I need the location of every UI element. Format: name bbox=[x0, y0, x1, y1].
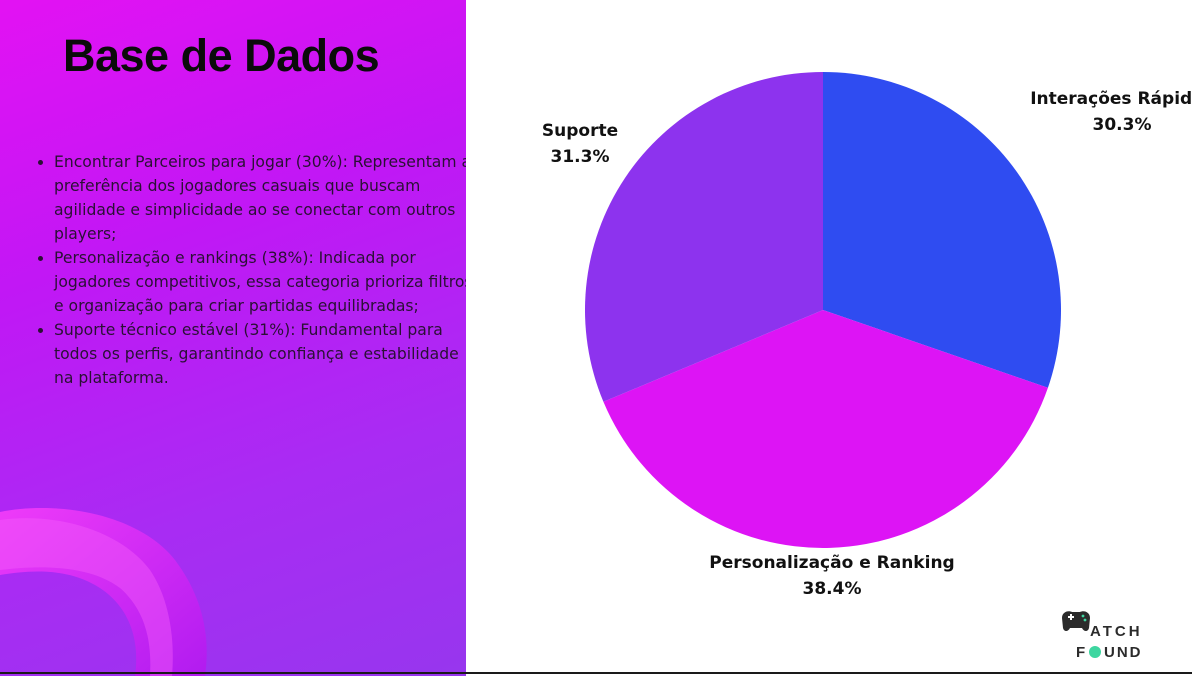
bullet-item-personalization: Personalização e rankings (38%): Indicad… bbox=[54, 246, 466, 318]
slice-label-0: Interações Rápidas bbox=[1030, 89, 1192, 109]
chart-area: Interações Rápidas 30.3% Personalização e … bbox=[466, 0, 1192, 676]
slice-value-2: 31.3% bbox=[551, 147, 610, 167]
bottom-divider bbox=[0, 672, 1192, 674]
logo-o-accent bbox=[1089, 646, 1101, 658]
bullet-item-support: Suporte técnico estável (31%): Fundament… bbox=[54, 318, 466, 390]
left-panel: Base de Dados Encontrar Parceiros para j… bbox=[0, 0, 466, 676]
slide-title: Base de Dados bbox=[63, 30, 380, 81]
logo-text-line1: ATCH bbox=[1090, 623, 1143, 640]
bullet-list: Encontrar Parceiros para jogar (30%): Re… bbox=[34, 150, 466, 390]
slice-label-1: Personalização e Ranking bbox=[709, 553, 954, 573]
match-found-logo: ATCH F UND bbox=[1062, 611, 1143, 661]
pie-slice-2 bbox=[584, 72, 823, 402]
logo-text-line2: F bbox=[1076, 644, 1085, 661]
pie-slice-1 bbox=[603, 310, 1048, 548]
logo-text-line3: UND bbox=[1104, 644, 1143, 661]
gamepad-icon bbox=[1062, 611, 1090, 631]
slice-value-1: 38.4% bbox=[803, 579, 862, 599]
pie-slice-0 bbox=[823, 72, 1061, 388]
pie-chart: Interações Rápidas 30.3% Personalização e … bbox=[542, 72, 1192, 599]
bullet-item-partners: Encontrar Parceiros para jogar (30%): Re… bbox=[54, 150, 466, 246]
slice-label-2: Suporte bbox=[542, 121, 618, 141]
slice-value-0: 30.3% bbox=[1093, 115, 1152, 135]
decorative-swirl-shape bbox=[0, 508, 207, 676]
